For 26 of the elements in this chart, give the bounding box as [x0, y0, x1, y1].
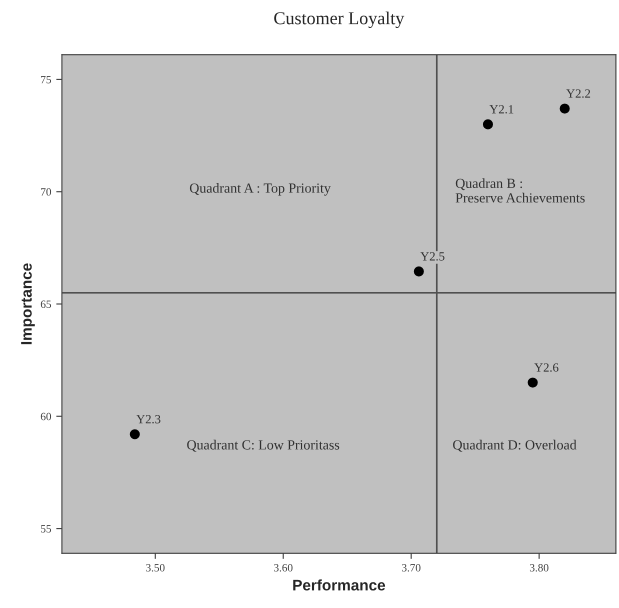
y-tick-label: 55	[41, 525, 52, 533]
point	[414, 266, 424, 276]
x-tick-label: 3.50	[146, 564, 165, 572]
y-tick-label: 60	[40, 412, 52, 420]
point	[130, 429, 140, 440]
y-tick-label: 70	[41, 188, 52, 196]
y-tick-label: 75	[41, 76, 52, 84]
y-axis-title: Importance	[21, 263, 35, 344]
x-tick-label: 3.80	[530, 564, 548, 572]
point	[482, 119, 493, 130]
data-label: Y2.5	[420, 252, 444, 261]
y-tick-label: 65	[40, 300, 52, 308]
point	[560, 104, 570, 114]
annotation: Quadran B : Preserve Achievements	[456, 178, 585, 203]
x-tick-label: 3.60	[274, 564, 293, 572]
x-axis-title: Performance	[293, 579, 386, 591]
point	[528, 378, 538, 388]
chart-title: Customer Loyalty	[274, 12, 404, 28]
data-label: Y2.1	[489, 105, 514, 114]
data-label: Y2.3	[136, 414, 160, 424]
annotation: Quadrant C: Low Prioritass	[187, 440, 340, 452]
annotation: Quadrant A : Top Priority	[190, 183, 331, 196]
data-label: Y2.6	[534, 363, 558, 372]
x-tick-label: 3.70	[402, 564, 420, 572]
data-label: Y2.2	[566, 89, 590, 98]
annotation: Quadrant D: Overload	[453, 440, 576, 452]
